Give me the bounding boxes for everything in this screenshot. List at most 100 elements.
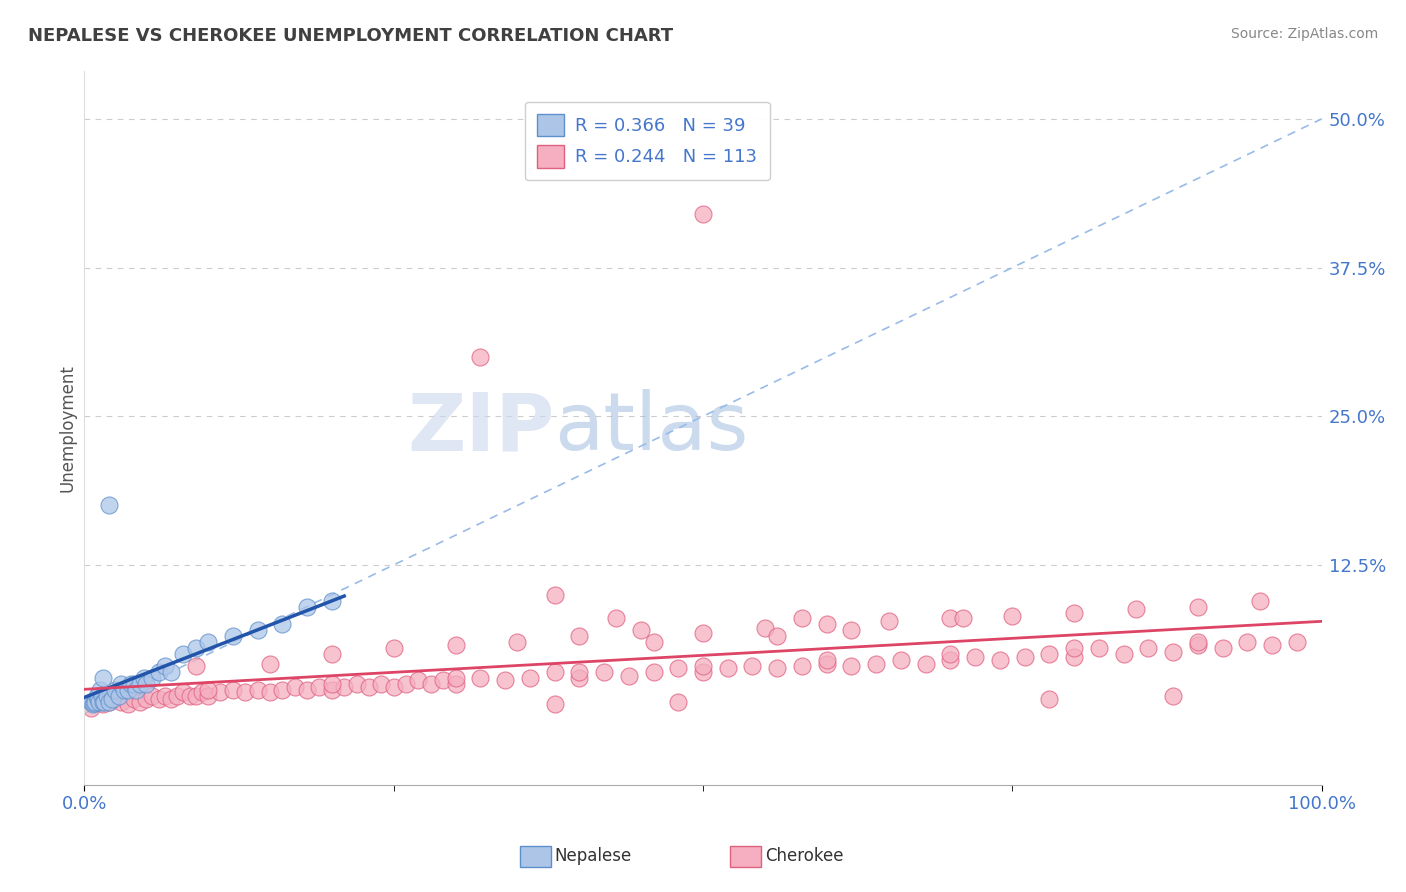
Point [117, 697, 139, 711]
Point [346, 677, 368, 691]
Point [79, 695, 101, 709]
Point [321, 593, 343, 607]
Point [444, 638, 467, 652]
Point [98, 499, 121, 513]
Point [470, 350, 492, 364]
Point [754, 621, 776, 635]
Point [988, 653, 1011, 667]
Point [790, 611, 813, 625]
Point [1285, 635, 1308, 649]
Point [135, 692, 157, 706]
Point [117, 682, 139, 697]
Point [110, 677, 132, 691]
Point [132, 671, 155, 685]
Point [84, 695, 107, 709]
Point [90, 689, 112, 703]
Point [841, 624, 863, 638]
Point [98, 695, 121, 709]
Point [89, 682, 111, 697]
Point [382, 641, 405, 656]
Point [630, 624, 652, 638]
Point [129, 695, 152, 709]
Point [432, 673, 454, 688]
Text: atlas: atlas [554, 389, 749, 467]
Point [890, 653, 912, 667]
Point [444, 677, 467, 691]
Point [419, 677, 441, 691]
Text: NEPALESE VS CHEROKEE UNEMPLOYMENT CORRELATION CHART: NEPALESE VS CHEROKEE UNEMPLOYMENT CORREL… [28, 27, 673, 45]
Point [370, 677, 392, 691]
Point [122, 692, 145, 706]
Point [233, 685, 256, 699]
Point [1063, 641, 1085, 656]
Point [1187, 638, 1209, 652]
Point [308, 681, 330, 695]
Point [184, 641, 207, 656]
Point [643, 665, 665, 679]
Point [666, 661, 689, 675]
Point [295, 682, 318, 697]
Point [108, 689, 131, 703]
Bar [520, 846, 551, 867]
Point [543, 665, 565, 679]
Point [333, 681, 356, 695]
Point [506, 635, 529, 649]
Point [357, 681, 380, 695]
Point [125, 682, 148, 697]
Point [160, 692, 183, 706]
Point [222, 629, 245, 643]
Point [259, 657, 281, 671]
Point [209, 685, 232, 699]
Point [135, 677, 157, 691]
Point [321, 677, 343, 691]
Point [1063, 606, 1085, 620]
Point [1063, 649, 1085, 664]
Text: Nepalese: Nepalese [554, 847, 631, 865]
Point [617, 668, 640, 682]
Point [89, 695, 111, 709]
Point [444, 671, 467, 685]
Point [1038, 692, 1060, 706]
Point [153, 689, 176, 703]
Point [952, 611, 974, 625]
Point [543, 697, 565, 711]
Point [408, 673, 430, 688]
Point [122, 677, 145, 691]
Point [271, 682, 294, 697]
Point [494, 673, 516, 688]
Y-axis label: Unemployment: Unemployment [58, 364, 76, 492]
Point [939, 647, 962, 661]
Point [939, 611, 962, 625]
Point [148, 692, 170, 706]
Point [321, 647, 343, 661]
Point [197, 682, 219, 697]
Text: Source: ZipAtlas.com: Source: ZipAtlas.com [1230, 27, 1378, 41]
Point [1161, 689, 1184, 703]
Point [790, 659, 813, 673]
Point [141, 689, 163, 703]
Point [197, 635, 219, 649]
Point [395, 677, 418, 691]
Point [259, 685, 281, 699]
Point [692, 659, 714, 673]
Point [519, 671, 541, 685]
Point [815, 657, 838, 671]
Point [148, 665, 170, 679]
Point [692, 207, 714, 221]
Point [321, 682, 343, 697]
Point [741, 659, 763, 673]
Point [191, 685, 214, 699]
Point [1137, 641, 1160, 656]
Point [766, 629, 789, 643]
Point [865, 657, 887, 671]
Point [1125, 602, 1147, 616]
Point [1088, 641, 1111, 656]
Text: ZIP: ZIP [408, 389, 554, 467]
Point [815, 617, 838, 632]
Point [166, 689, 188, 703]
Point [717, 661, 740, 675]
Point [1249, 593, 1271, 607]
Point [222, 682, 245, 697]
Point [160, 665, 183, 679]
Point [104, 682, 127, 697]
